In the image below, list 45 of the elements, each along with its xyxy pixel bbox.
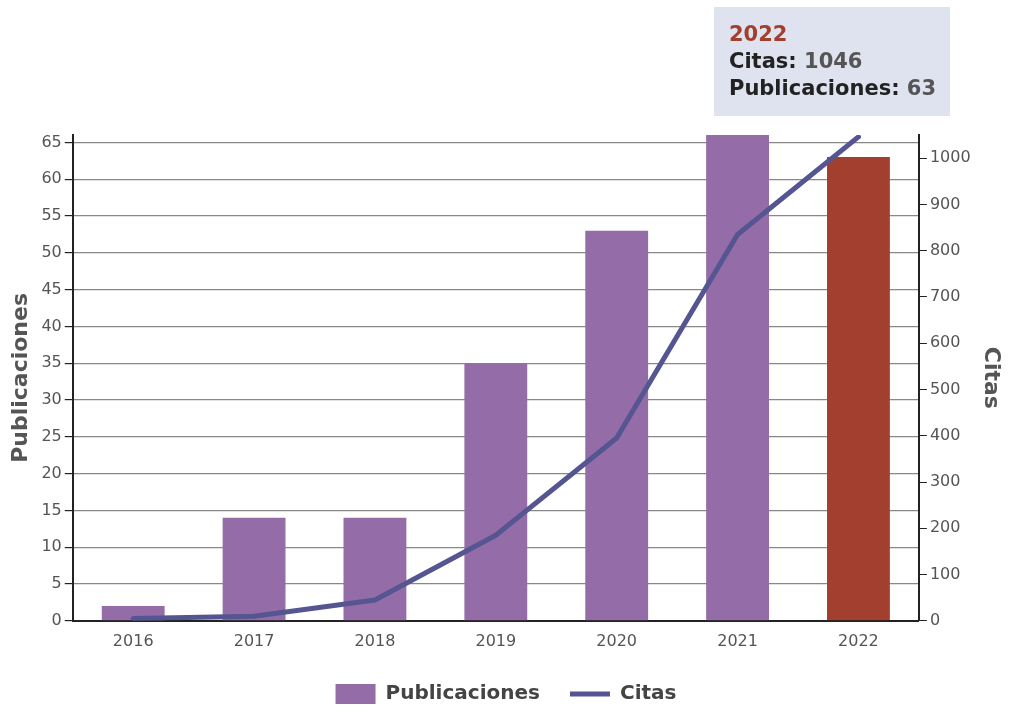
bar <box>343 517 407 621</box>
y-tick-label: 35 <box>41 352 62 372</box>
y-tick-label: 10 <box>41 536 62 556</box>
bar <box>827 157 890 621</box>
y2-tick-label: 600 <box>929 332 961 352</box>
y2-tick-label: 800 <box>929 239 961 259</box>
x-tick-label: 2018 <box>354 630 396 650</box>
y2-tick-label: 700 <box>929 286 961 306</box>
y-tick-label: 20 <box>41 462 62 482</box>
y2-axis-title: Citas <box>980 346 1006 409</box>
y2-tick-label: 200 <box>929 517 961 537</box>
y-axis-title: Publicaciones <box>6 292 32 463</box>
bar <box>585 230 649 621</box>
x-tick-label: 2017 <box>233 630 275 650</box>
x-tick-label: 2022 <box>838 630 879 650</box>
bar <box>706 135 769 621</box>
text: 2022 <box>729 21 789 48</box>
x-tick-label: 2020 <box>596 630 638 650</box>
y2-tick-label: 400 <box>929 424 961 444</box>
y-tick-label: 45 <box>41 278 62 298</box>
text: Publicaciones: 63 <box>729 75 937 102</box>
x-tick-label: 2021 <box>717 630 758 650</box>
y2-tick-label: 500 <box>929 378 961 398</box>
x-tick-label: 2019 <box>475 630 517 650</box>
y-tick-label: 65 <box>41 131 62 151</box>
y2-tick-label: 300 <box>929 471 961 491</box>
y-tick-label: 30 <box>41 389 62 409</box>
legend-label: Publicaciones <box>385 680 540 705</box>
y2-tick-label: 100 <box>929 563 961 583</box>
bar <box>222 517 286 621</box>
y2-tick-label: 1000 <box>929 147 971 167</box>
y-tick-label: 5 <box>51 573 62 593</box>
y-tick-label: 0 <box>51 609 62 629</box>
y-tick-label: 55 <box>41 205 62 225</box>
y-tick-label: 15 <box>41 499 62 519</box>
y-tick-label: 50 <box>41 241 62 261</box>
x-tick-label: 2016 <box>112 630 154 650</box>
bar <box>464 363 528 621</box>
y-tick-label: 25 <box>41 425 62 445</box>
y2-tick-label: 0 <box>929 609 941 629</box>
text: Citas: 1046 <box>729 48 864 75</box>
legend-label: Citas <box>619 680 677 705</box>
y2-tick-label: 900 <box>929 193 961 213</box>
y-tick-label: 40 <box>41 315 62 335</box>
y-tick-label: 60 <box>41 168 62 188</box>
